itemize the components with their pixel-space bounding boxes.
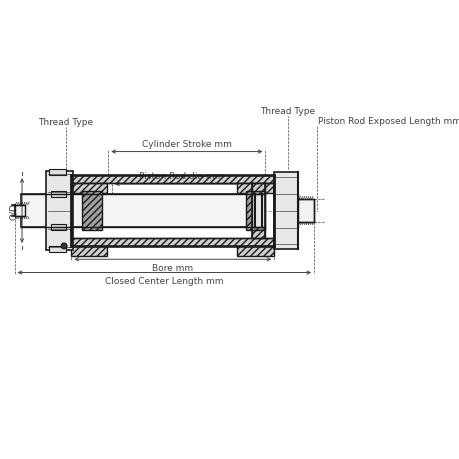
Bar xyxy=(297,199,313,223)
Bar xyxy=(246,192,265,230)
Text: Cylinder Stroke mm: Cylinder Stroke mm xyxy=(142,140,231,149)
Bar xyxy=(15,205,25,217)
Text: Piston Rod Exposed Length mm: Piston Rod Exposed Length mm xyxy=(317,117,459,126)
Text: O/D: O/D xyxy=(9,203,18,219)
Circle shape xyxy=(61,243,67,249)
Bar xyxy=(48,176,71,192)
Bar xyxy=(71,184,106,193)
Bar xyxy=(48,229,71,245)
Text: Piston Rod dia mm: Piston Rod dia mm xyxy=(139,172,223,181)
Bar xyxy=(50,224,65,230)
Text: Closed Center Length mm: Closed Center Length mm xyxy=(105,277,223,285)
Text: Thread Type: Thread Type xyxy=(38,118,93,127)
Bar xyxy=(252,195,265,227)
Bar xyxy=(252,184,265,195)
Bar xyxy=(237,246,274,256)
Bar xyxy=(71,246,106,256)
Bar xyxy=(49,170,65,176)
Bar xyxy=(71,176,274,184)
Bar xyxy=(237,184,274,193)
Bar xyxy=(46,171,73,251)
Bar xyxy=(21,195,265,227)
Bar xyxy=(252,227,265,238)
Text: Thread Type: Thread Type xyxy=(259,106,314,116)
Bar xyxy=(274,173,297,249)
Bar xyxy=(82,192,102,230)
Bar xyxy=(71,238,274,246)
Bar xyxy=(50,192,65,198)
Bar xyxy=(49,246,65,252)
Text: Bore mm: Bore mm xyxy=(152,263,193,272)
